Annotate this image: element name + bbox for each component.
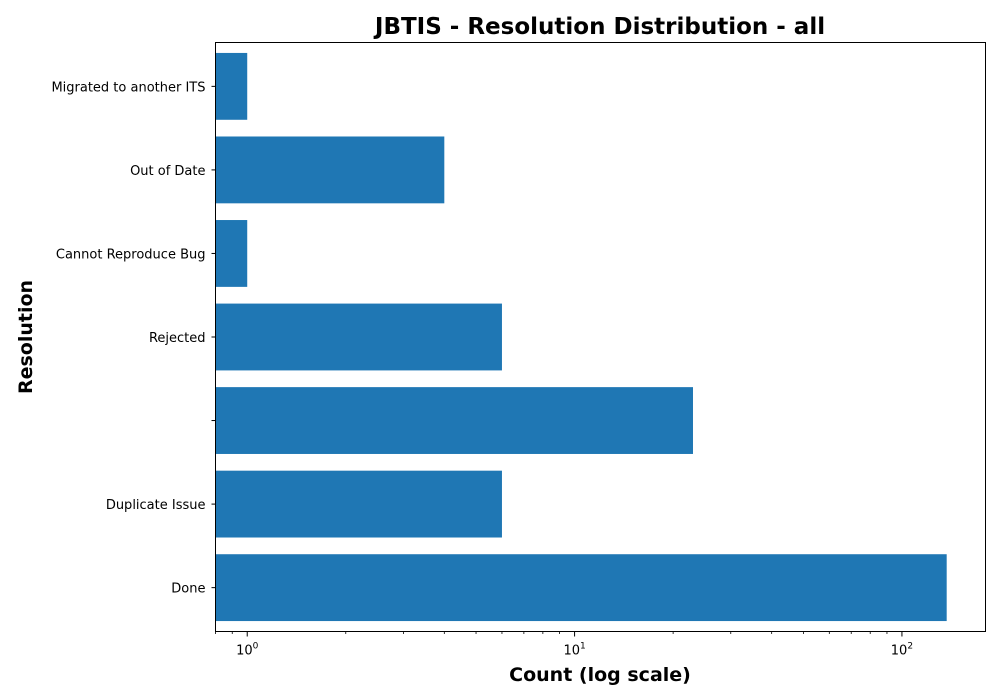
x-tick-label: 102 (891, 642, 913, 659)
y-tick-label: Out of Date (130, 164, 205, 179)
y-axis-label: Resolution (15, 280, 37, 394)
bar (215, 52, 248, 120)
y-tick-label: Cannot Reproduce Bug (56, 247, 206, 262)
x-axis-ticks: 100 101 102 (215, 631, 913, 659)
bar (215, 220, 248, 287)
y-tick-label: Rejected (149, 331, 206, 346)
chart-title: JBTIS - Resolution Distribution - all (373, 14, 825, 40)
bar (215, 136, 445, 204)
x-tick-label: 100 (236, 642, 259, 659)
bar (215, 303, 502, 371)
x-tick-label: 101 (563, 642, 585, 659)
plot-frame (215, 42, 986, 632)
bar (215, 554, 947, 622)
bar (215, 387, 693, 454)
y-tick-label: Duplicate Issue (106, 498, 206, 513)
y-tick-label: Done (171, 582, 205, 597)
x-axis-label: Count (log scale) (509, 664, 691, 686)
bars-layer (215, 52, 947, 622)
bar (215, 470, 502, 538)
y-tick-label: Migrated to another ITS (51, 80, 205, 95)
y-axis-ticks: Done Duplicate Issue Rejected Cannot Reprod… (51, 80, 216, 597)
